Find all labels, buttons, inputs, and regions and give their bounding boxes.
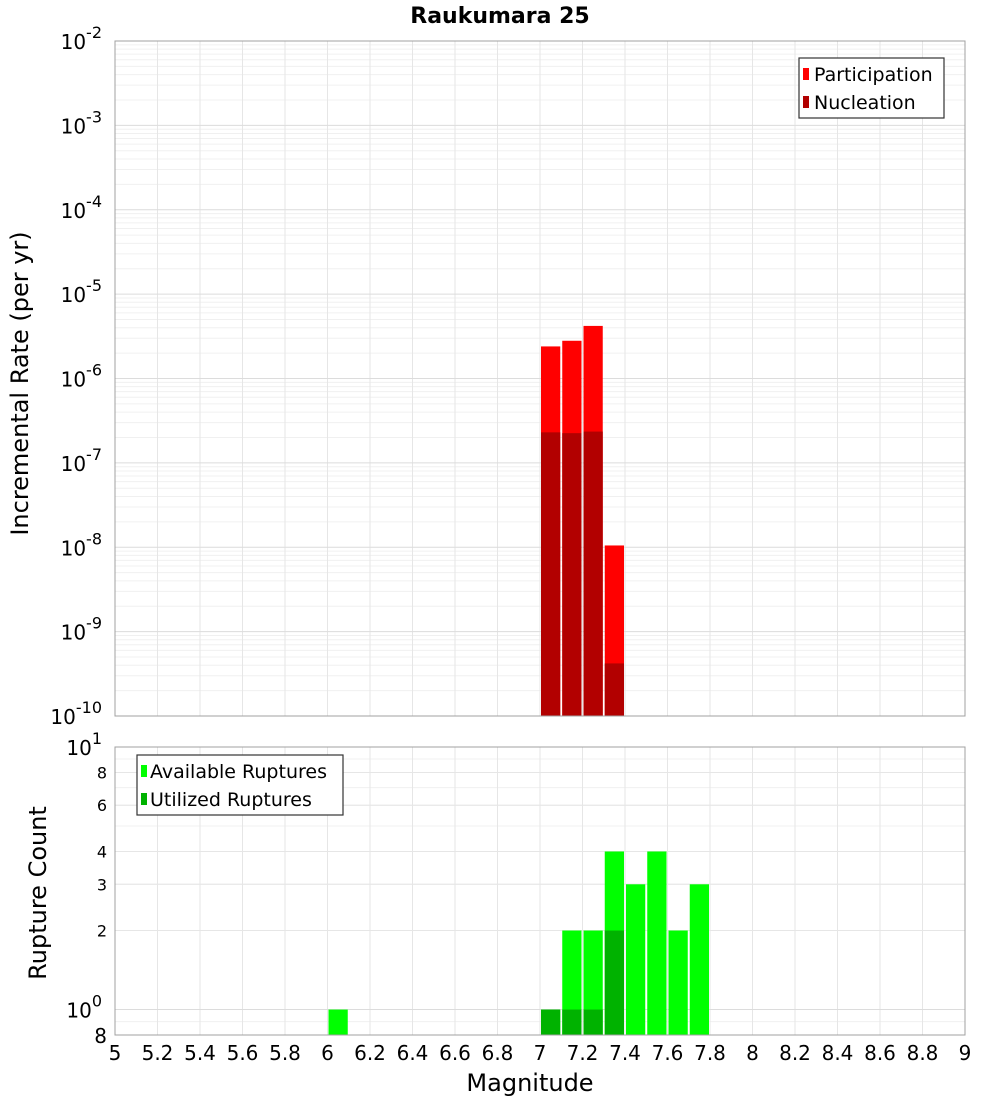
chart-title: Raukumara 25 (410, 4, 589, 29)
y-tick-label: 2 (97, 922, 107, 941)
x-tick-label: 8.8 (907, 1041, 939, 1065)
available-ruptures-bar (668, 930, 688, 1035)
x-tick-label: 7.6 (652, 1041, 684, 1065)
legend-swatch (803, 96, 809, 108)
legend-swatch (141, 793, 147, 805)
x-tick-label: 7.8 (694, 1041, 726, 1065)
legend-label: Participation (814, 64, 933, 86)
nucleation-bar (541, 432, 561, 716)
y-tick-label: 8 (94, 1024, 107, 1048)
legend-swatch (803, 68, 809, 80)
legend-label: Available Ruptures (150, 761, 327, 783)
y-tick-label: 10-3 (61, 107, 102, 138)
utilized-ruptures-bar (604, 930, 624, 1035)
x-tick-label: 6.6 (439, 1041, 471, 1065)
legend-label: Nucleation (814, 92, 916, 114)
x-tick-label: 5.6 (227, 1041, 259, 1065)
available-ruptures-bar (562, 930, 582, 1035)
x-tick-label: 8.2 (779, 1041, 811, 1065)
available-ruptures-bar (328, 1009, 348, 1035)
x-tick-label: 5.2 (142, 1041, 174, 1065)
x-tick-label: 8.6 (864, 1041, 896, 1065)
x-axis-title: Magnitude (466, 1069, 593, 1097)
x-tick-label: 9 (959, 1041, 972, 1065)
nucleation-bar (583, 431, 603, 716)
x-tick-label: 5.8 (269, 1041, 301, 1065)
available-ruptures-bar (647, 851, 667, 1035)
y-tick-label: 10-7 (61, 445, 102, 476)
x-tick-label: 6 (321, 1041, 334, 1065)
nucleation-bar (604, 663, 624, 716)
y-tick-label: 10-10 (50, 698, 102, 729)
x-tick-label: 7 (534, 1041, 547, 1065)
y-tick-label: 10-8 (61, 529, 102, 560)
available-ruptures-bar (583, 930, 603, 1035)
y-tick-label: 6 (97, 796, 107, 815)
y-tick-label: 10-6 (61, 361, 102, 392)
y-tick-label: 10-9 (61, 614, 102, 645)
legend-box (136, 754, 344, 816)
y-tick-label: 3 (97, 875, 107, 894)
legend-swatch (141, 765, 147, 777)
x-tick-label: 7.2 (567, 1041, 599, 1065)
y-tick-label: 4 (97, 842, 107, 861)
available-ruptures-bar (689, 884, 709, 1035)
legend-label: Utilized Ruptures (150, 789, 312, 811)
legend-box (798, 57, 945, 119)
utilized-ruptures-bar (562, 1009, 582, 1035)
x-tick-label: 6.4 (397, 1041, 429, 1065)
x-tick-label: 6.8 (482, 1041, 514, 1065)
x-tick-label: 5.4 (184, 1041, 216, 1065)
x-tick-label: 8 (746, 1041, 759, 1065)
y-axis-title: Incremental Rate (per yr) (6, 231, 34, 535)
y-tick-label: 10-4 (61, 192, 102, 223)
y-tick-label: 101 (66, 729, 102, 760)
y-tick-label: 8 (97, 763, 107, 782)
utilized-ruptures-bar (541, 1009, 561, 1035)
plot-frame-top (114, 40, 966, 717)
utilized-ruptures-bar (583, 1009, 603, 1035)
x-tick-label: 6.2 (354, 1041, 386, 1065)
available-ruptures-bar (626, 884, 646, 1035)
x-tick-label: 5 (109, 1041, 122, 1065)
y-axis-title: Rupture Count (24, 806, 52, 980)
x-tick-label: 8.4 (822, 1041, 854, 1065)
nucleation-bar (562, 433, 582, 716)
y-tick-label: 10-5 (61, 276, 102, 307)
plot-frame-bottom (114, 746, 966, 1036)
x-tick-label: 7.4 (609, 1041, 641, 1065)
y-tick-label: 100 (66, 992, 102, 1023)
y-tick-label: 10-2 (61, 23, 102, 54)
